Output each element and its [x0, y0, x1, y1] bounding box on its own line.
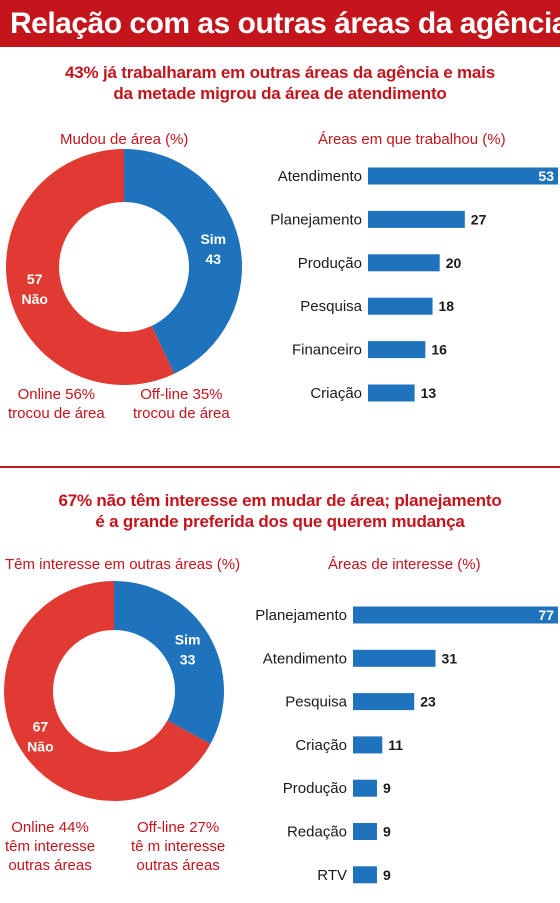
bar-value-label: 11 [388, 737, 403, 753]
bar-redação [353, 823, 377, 840]
donut-label-nao: Não [27, 739, 53, 755]
bar-pesquisa [368, 297, 433, 315]
section1-headline-line1: 43% já trabalharam em outras áreas da ag… [65, 63, 495, 82]
donut-chart-interest: Sim 33 67 Não [3, 581, 225, 801]
note-line: Online 56% [17, 386, 96, 403]
bar-produção [353, 779, 377, 797]
bar-atendimento [353, 649, 436, 667]
bar-planejamento [368, 210, 465, 228]
note-online-interest: Online 44% têm interesse outras áreas [5, 818, 95, 875]
note-offline-interest: Off-line 27% tê m interesse outras áreas [131, 818, 225, 875]
bar-produção [368, 254, 440, 272]
section2-headline: 67% não têm interesse em mudar de área; … [0, 490, 560, 532]
note-line: Off-line 27% [136, 819, 220, 836]
bar-pesquisa [353, 693, 415, 711]
note-line: trocou de área [8, 405, 105, 422]
donut-label-nao: 57 [27, 271, 43, 287]
bar-criação [368, 384, 415, 402]
bar-category-label: Atendimento [263, 650, 347, 667]
note-line: têm interesse [5, 838, 96, 855]
bar-planejamento [353, 606, 558, 624]
page-title: Relação com as outras áreas da agência [0, 0, 560, 47]
bar-chart-areas-interest: Planejamento 77 Atendimento 31 Pesquisa 23 Cri… [255, 606, 558, 884]
bar-value-label: 23 [420, 694, 436, 710]
section-divider [0, 466, 560, 468]
bar-value-label: 31 [442, 650, 458, 666]
bar-value-label: 77 [538, 607, 554, 623]
bar-category-label: Pesquisa [285, 694, 347, 711]
donut-slice-sim [114, 581, 225, 744]
donut1-subtitle: Mudou de área (%) [60, 131, 189, 148]
donut-label-nao: 67 [33, 719, 49, 735]
bar-category-label: Produção [298, 255, 362, 272]
note-line: outras áreas [8, 857, 92, 874]
bars1-subtitle: Áreas em que trabalhou (%) [318, 131, 506, 148]
note-online-changed: Online 56% trocou de área [8, 385, 105, 423]
bar-category-label: RTV [317, 867, 347, 884]
bar-value-label: 20 [446, 255, 462, 271]
bar-category-label: Criação [295, 737, 347, 754]
bar-category-label: Planejamento [255, 607, 347, 624]
bar-value-label: 9 [383, 780, 391, 796]
section1-headline: 43% já trabalharam em outras áreas da ag… [0, 62, 560, 104]
donut-label-sim: 33 [180, 651, 196, 667]
bar-value-label: 53 [538, 168, 554, 184]
section2-headline-line2: é a grande preferida dos que querem muda… [95, 512, 465, 531]
donut-label-nao: Não [21, 291, 47, 307]
bar-category-label: Financeiro [292, 342, 362, 359]
bar-financeiro [368, 341, 426, 359]
donut2-subtitle: Têm interesse em outras áreas (%) [5, 556, 241, 573]
donut-label-sim: Sim [200, 231, 226, 247]
note-line: trocou de área [133, 405, 230, 422]
bar-value-label: 16 [431, 342, 447, 358]
donut-label-sim: 43 [206, 251, 222, 267]
note-line: Off-line 35% [140, 386, 223, 403]
donut-slice-nao [3, 581, 211, 801]
bar-category-label: Pesquisa [300, 298, 362, 315]
bar-value-label: 27 [471, 211, 487, 227]
bar-criação [353, 736, 383, 754]
note-line: outras áreas [136, 857, 220, 874]
section2-headline-line1: 67% não têm interesse em mudar de área; … [58, 491, 502, 510]
bar-value-label: 9 [383, 824, 391, 840]
note-line: Online 44% [11, 819, 89, 836]
donut-label-sim: Sim [175, 631, 201, 647]
note-line: tê m interesse [131, 838, 226, 855]
bar-value-label: 9 [383, 867, 391, 883]
bar-category-label: Criação [310, 385, 362, 402]
donut-slice-sim [124, 149, 242, 374]
section1-headline-line2: da metade migrou da área de atendimento [113, 84, 447, 103]
donut-chart-changed-area: Sim 43 57 Não [5, 149, 242, 385]
bar-rtv [353, 866, 377, 884]
bar-category-label: Planejamento [270, 211, 362, 228]
note-offline-changed: Off-line 35% trocou de área [133, 385, 230, 423]
bar-chart-areas-worked: Atendimento 53 Planejamento 27 Produção 20 Pes… [270, 167, 558, 402]
donut-slice-nao [5, 149, 175, 385]
bar-category-label: Produção [283, 780, 347, 797]
bar-atendimento [368, 167, 558, 185]
bar-category-label: Atendimento [278, 168, 362, 185]
bar-value-label: 18 [439, 298, 455, 314]
bar-value-label: 13 [421, 385, 437, 401]
bars2-subtitle: Áreas de interesse (%) [328, 556, 481, 573]
bar-category-label: Redação [287, 824, 347, 841]
